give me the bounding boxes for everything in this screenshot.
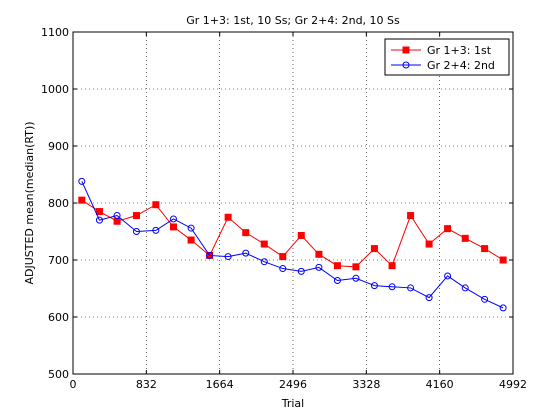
data-point xyxy=(333,262,341,270)
data-point xyxy=(315,250,323,258)
x-tick-label: 2496 xyxy=(279,378,307,391)
data-point xyxy=(461,284,469,292)
legend: Gr 1+3: 1st Gr 2+4: 2nd xyxy=(384,38,510,76)
data-point xyxy=(461,234,469,242)
chart-title: Gr 1+3: 1st, 10 Ss; Gr 2+4: 2nd, 10 Ss xyxy=(186,14,400,27)
data-point xyxy=(169,215,177,223)
legend-marker xyxy=(402,46,410,54)
data-point xyxy=(242,249,250,257)
data-point xyxy=(113,217,121,225)
data-point xyxy=(499,304,507,312)
legend-label: Gr 1+3: 1st xyxy=(427,44,492,57)
y-axis-title: ADJUSTED mean(median(RT)) xyxy=(23,121,36,284)
data-point xyxy=(297,267,305,275)
data-point xyxy=(224,213,232,221)
data-point xyxy=(481,245,489,253)
x-tick-label: 832 xyxy=(136,378,157,391)
x-tick-label: 3328 xyxy=(352,378,380,391)
data-point xyxy=(95,208,103,216)
y-tick-label: 500 xyxy=(48,368,69,381)
data-point xyxy=(132,212,140,220)
data-point xyxy=(169,223,177,231)
series-1 xyxy=(78,196,507,271)
data-point xyxy=(444,225,452,233)
series-layer xyxy=(78,177,507,312)
data-point xyxy=(279,253,287,261)
data-point xyxy=(113,212,121,220)
y-tick-label: 800 xyxy=(48,197,69,210)
data-point xyxy=(370,245,378,253)
y-tick-label: 1100 xyxy=(41,26,69,39)
x-tick-label: 4160 xyxy=(426,378,454,391)
data-point xyxy=(132,228,140,235)
data-point xyxy=(206,251,214,259)
y-tick-label: 700 xyxy=(48,254,69,267)
y-tick-label: 900 xyxy=(48,140,69,153)
data-point xyxy=(388,262,396,270)
legend-entry: Gr 1+3: 1st xyxy=(391,44,492,57)
data-point xyxy=(425,294,433,302)
data-point xyxy=(187,236,195,244)
series-2 xyxy=(78,177,507,312)
data-point xyxy=(352,263,360,271)
data-point xyxy=(370,282,378,290)
legend-box xyxy=(384,38,510,76)
data-point xyxy=(425,240,433,248)
y-tick-label: 600 xyxy=(48,311,69,324)
legend-marker xyxy=(402,61,410,69)
data-point xyxy=(187,224,195,232)
data-point xyxy=(315,263,323,271)
legend-label: Gr 2+4: 2nd xyxy=(427,59,495,72)
data-point xyxy=(333,277,341,285)
x-tick-label: 1664 xyxy=(206,378,234,391)
ticks: 0 832 1664 2496 3328 4160 4992 500 600 700 800 900 1… xyxy=(41,26,527,391)
data-point xyxy=(407,212,415,220)
data-point xyxy=(242,229,250,237)
data-point xyxy=(95,216,103,224)
data-point xyxy=(481,295,489,303)
x-tick-label: 4992 xyxy=(499,378,527,391)
data-point xyxy=(352,274,360,282)
y-tick-label: 1000 xyxy=(41,83,69,96)
x-axis-title: Trial xyxy=(281,397,304,410)
data-point xyxy=(260,240,268,248)
data-point xyxy=(78,196,86,204)
data-point xyxy=(152,226,160,234)
grid xyxy=(73,32,513,374)
data-point xyxy=(297,231,305,239)
data-point xyxy=(499,256,507,264)
data-point xyxy=(152,201,160,209)
data-point xyxy=(224,253,232,261)
data-point xyxy=(444,272,452,280)
data-point xyxy=(407,284,415,292)
data-point xyxy=(78,177,86,185)
data-point xyxy=(279,265,287,273)
x-tick-label: 0 xyxy=(70,378,77,391)
legend-entry: Gr 2+4: 2nd xyxy=(391,59,495,72)
data-point xyxy=(260,258,268,266)
data-point xyxy=(388,283,396,291)
